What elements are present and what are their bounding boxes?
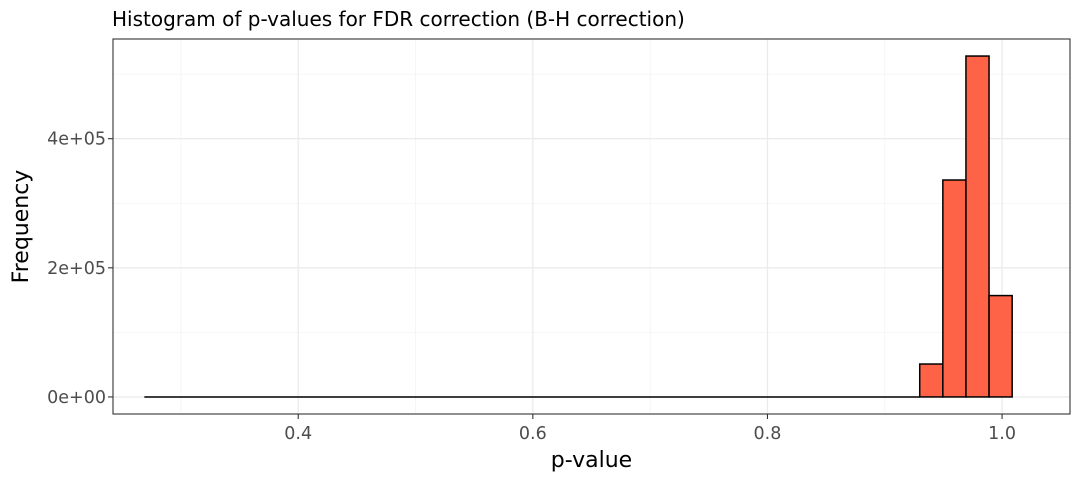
x-axis-tick-label: 0.6 xyxy=(519,424,547,444)
histogram-bars xyxy=(144,55,1013,398)
histogram-bar xyxy=(918,363,944,398)
x-axis-title: p-value xyxy=(551,448,632,473)
histogram-bar xyxy=(965,55,990,398)
histogram-bar xyxy=(988,294,1013,398)
x-axis-tick-label: 1.0 xyxy=(988,424,1016,444)
x-axis: 0.4 0.6 0.8 1.0 xyxy=(284,414,1016,444)
plot-panel-border xyxy=(112,38,1071,415)
y-axis-title: Frequency xyxy=(9,170,34,284)
y-axis-tick-label: 4e+05 xyxy=(47,130,106,150)
y-axis-tick-label: 0e+00 xyxy=(47,388,106,408)
x-axis-tick-label: 0.8 xyxy=(754,424,782,444)
histogram-bar xyxy=(942,179,967,398)
y-axis-tick-label: 2e+05 xyxy=(47,259,106,279)
y-axis: 0e+00 2e+05 4e+05 xyxy=(47,130,113,408)
x-axis-tick-label: 0.4 xyxy=(284,424,312,444)
chart-title: Histogram of p-values for FDR correction… xyxy=(112,7,685,31)
grid-lines xyxy=(113,39,1070,414)
